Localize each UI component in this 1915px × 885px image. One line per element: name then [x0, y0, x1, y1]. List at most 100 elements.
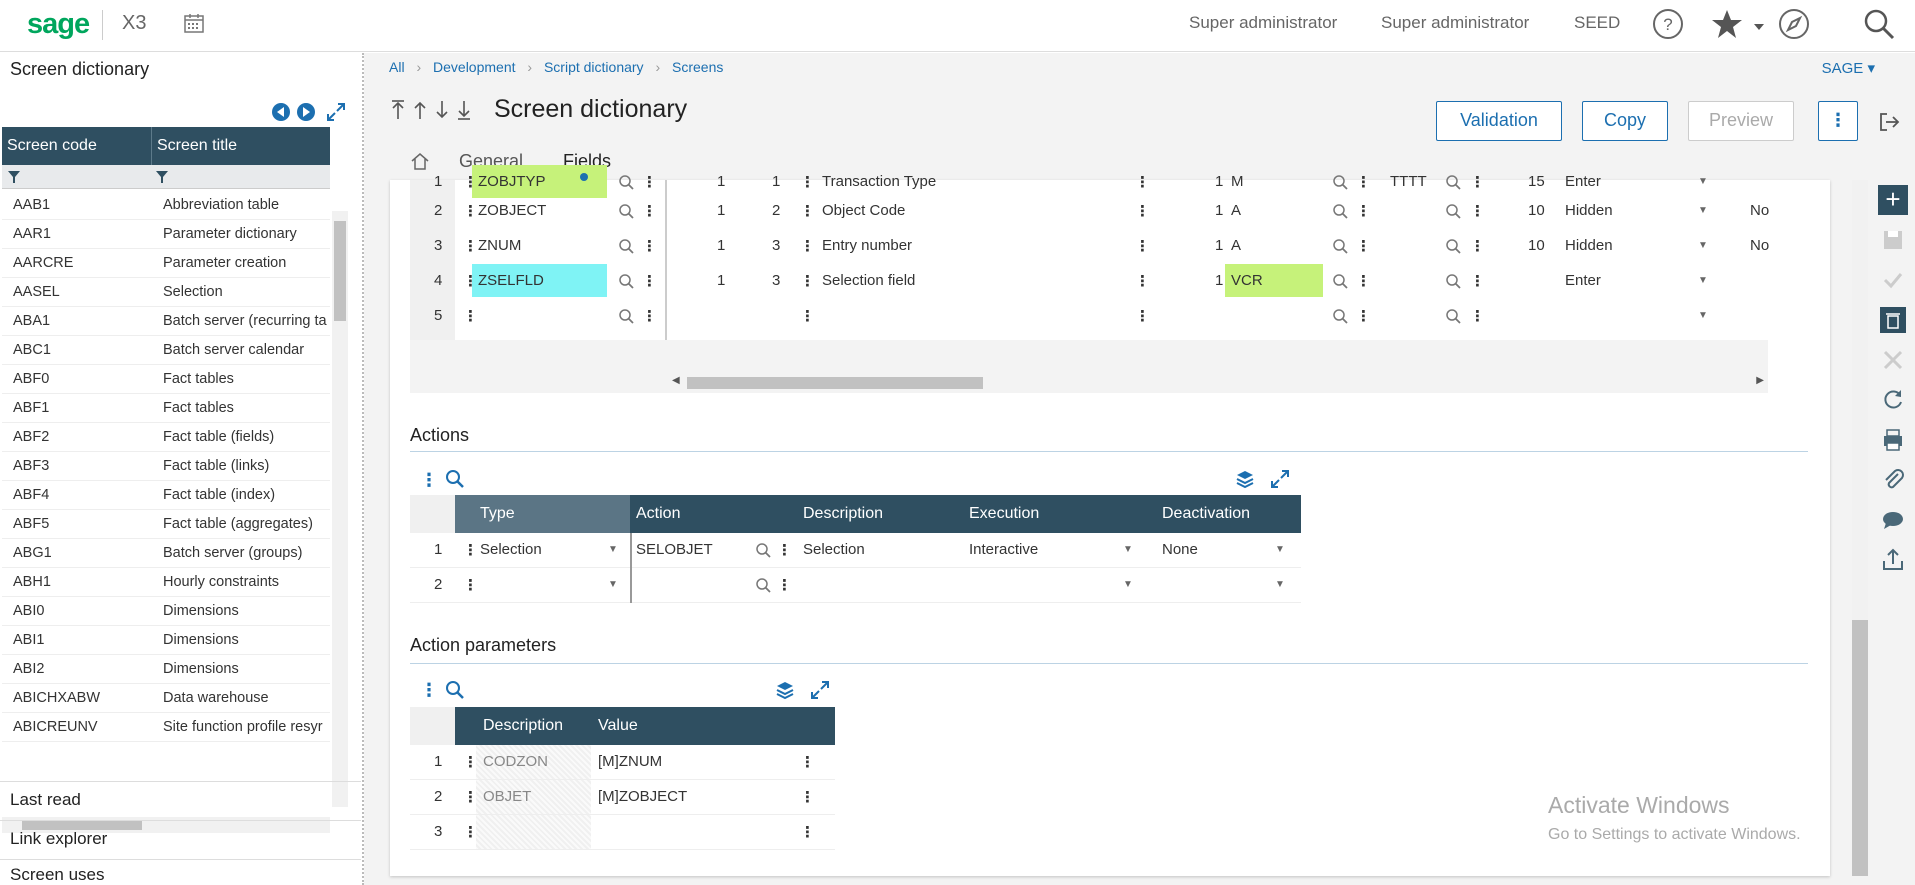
section-last-read[interactable]: Last read: [10, 790, 81, 809]
save-icon[interactable]: [1878, 225, 1908, 255]
check-icon[interactable]: [1878, 265, 1908, 295]
add-icon[interactable]: +: [1878, 185, 1908, 215]
navigation-compass-icon[interactable]: [1777, 7, 1811, 41]
list-item[interactable]: AARCRE Parameter creation: [2, 249, 330, 278]
column-header[interactable]: Value: [598, 717, 638, 734]
exit-icon[interactable]: [1878, 111, 1900, 133]
list-item[interactable]: AAR1 Parameter dictionary: [2, 220, 330, 249]
list-item[interactable]: ABC1 Batch server calendar: [2, 336, 330, 365]
more-actions-button[interactable]: ⋮: [1818, 101, 1858, 141]
list-item[interactable]: ABICREUNV Site function profile resyr: [2, 713, 330, 742]
help-icon[interactable]: ?: [1651, 7, 1685, 41]
expand-icon[interactable]: [1270, 469, 1290, 489]
row-menu[interactable]: ⋮: [463, 824, 478, 841]
chevron-down-icon[interactable]: ▼: [608, 579, 618, 590]
display-mode[interactable]: Enter: [1565, 272, 1601, 289]
parameters-menu-icon[interactable]: ⋮: [420, 680, 438, 700]
row-menu[interactable]: ⋮: [800, 203, 815, 220]
row-menu[interactable]: ⋮: [800, 754, 815, 771]
sage-logo[interactable]: sage: [27, 8, 90, 40]
row-menu[interactable]: ⋮: [1356, 238, 1371, 255]
column-header[interactable]: Description: [483, 717, 564, 734]
list-item[interactable]: ABI0 Dimensions: [2, 597, 330, 626]
search-icon[interactable]: [1445, 273, 1461, 289]
fields-horizontal-scrollbar[interactable]: ◀ ▶: [672, 375, 1768, 391]
section-link-explorer[interactable]: Link explorer: [10, 829, 108, 848]
folder-menu[interactable]: SEED: [1574, 13, 1621, 32]
list-item[interactable]: AASEL Selection: [2, 278, 330, 307]
search-icon[interactable]: [618, 308, 634, 324]
comment-icon[interactable]: [1878, 505, 1908, 535]
row-menu[interactable]: ⋮: [1135, 203, 1150, 220]
field-type[interactable]: A: [1231, 202, 1242, 219]
delete-icon[interactable]: [1878, 305, 1908, 335]
field-type[interactable]: A: [1231, 237, 1242, 254]
filter-icon[interactable]: [155, 170, 169, 184]
list-item[interactable]: ABG1 Batch server (groups): [2, 539, 330, 568]
refresh-icon[interactable]: [1878, 385, 1908, 415]
breadcrumb-script-dictionary[interactable]: Script dictionary: [543, 59, 644, 75]
search-icon[interactable]: [1445, 174, 1461, 190]
row-menu[interactable]: ⋮: [800, 308, 815, 325]
row-menu[interactable]: ⋮: [1356, 273, 1371, 290]
row-menu[interactable]: ⋮: [1470, 273, 1485, 290]
row-menu[interactable]: ⋮: [800, 273, 815, 290]
field-name[interactable]: [472, 299, 607, 332]
breadcrumb-development[interactable]: Development: [433, 59, 516, 75]
column-header[interactable]: Description: [803, 505, 884, 522]
breadcrumb-all[interactable]: All: [389, 59, 405, 75]
row-menu[interactable]: ⋮: [1135, 308, 1150, 325]
search-icon[interactable]: [1445, 203, 1461, 219]
search-icon[interactable]: [1332, 273, 1348, 289]
row-menu[interactable]: ⋮: [1135, 273, 1150, 290]
search-icon[interactable]: [1332, 308, 1348, 324]
row-menu[interactable]: ⋮: [800, 789, 815, 806]
actions-menu-icon[interactable]: ⋮: [420, 470, 438, 490]
section-screen-uses[interactable]: Screen uses: [10, 865, 105, 884]
home-icon[interactable]: [410, 151, 430, 171]
user-menu[interactable]: Super administrator: [1189, 13, 1338, 32]
field-name[interactable]: ZSELFLD: [472, 264, 607, 297]
column-header[interactable]: Screen code: [7, 137, 97, 154]
row-menu[interactable]: ⋮: [800, 238, 815, 255]
action-type[interactable]: Selection: [480, 541, 542, 558]
copy-button[interactable]: Copy: [1582, 101, 1668, 141]
field-type[interactable]: VCR: [1225, 264, 1323, 297]
row-menu[interactable]: ⋮: [1470, 174, 1485, 191]
content-vertical-scrollbar[interactable]: [1852, 180, 1868, 876]
next-icon[interactable]: [296, 102, 316, 122]
search-icon[interactable]: [1862, 7, 1896, 41]
list-item[interactable]: ABF4 Fact table (index): [2, 481, 330, 510]
list-item[interactable]: ABI1 Dimensions: [2, 626, 330, 655]
sage-menu[interactable]: SAGE ▾: [1821, 60, 1875, 77]
preview-button[interactable]: Preview: [1688, 101, 1794, 141]
parameter-value[interactable]: [M]ZNUM: [598, 753, 663, 770]
row-menu[interactable]: ⋮: [1356, 308, 1371, 325]
row-menu[interactable]: ⋮: [800, 174, 815, 191]
column-header[interactable]: Screen title: [157, 137, 238, 154]
column-header[interactable]: Execution: [969, 505, 1040, 522]
column-header[interactable]: Action: [636, 505, 681, 522]
chevron-down-icon[interactable]: ▼: [1698, 176, 1708, 187]
row-menu[interactable]: ⋮: [463, 238, 478, 255]
row-menu[interactable]: ⋮: [1135, 238, 1150, 255]
list-item[interactable]: ABICHXABW Data warehouse: [2, 684, 330, 713]
row-menu[interactable]: ⋮: [800, 824, 815, 841]
field-type[interactable]: [1225, 299, 1323, 332]
chevron-down-icon[interactable]: ▼: [1123, 579, 1133, 590]
field-name[interactable]: ZNUM: [478, 237, 522, 254]
breadcrumb-screens[interactable]: Screens: [672, 59, 724, 75]
search-icon[interactable]: [445, 469, 465, 489]
action-deactivation[interactable]: None: [1162, 541, 1198, 558]
record-navigation-icon[interactable]: [390, 99, 470, 121]
panel-splitter[interactable]: [362, 53, 364, 885]
search-icon[interactable]: [618, 238, 634, 254]
row-menu[interactable]: ⋮: [463, 789, 478, 806]
search-icon[interactable]: [755, 577, 771, 593]
print-icon[interactable]: [1878, 425, 1908, 455]
field-name[interactable]: ZOBJECT: [478, 202, 547, 219]
row-menu[interactable]: ⋮: [463, 577, 478, 594]
export-icon[interactable]: [1878, 545, 1908, 575]
list-item[interactable]: ABH1 Hourly constraints: [2, 568, 330, 597]
filter-icon[interactable]: [7, 170, 21, 184]
